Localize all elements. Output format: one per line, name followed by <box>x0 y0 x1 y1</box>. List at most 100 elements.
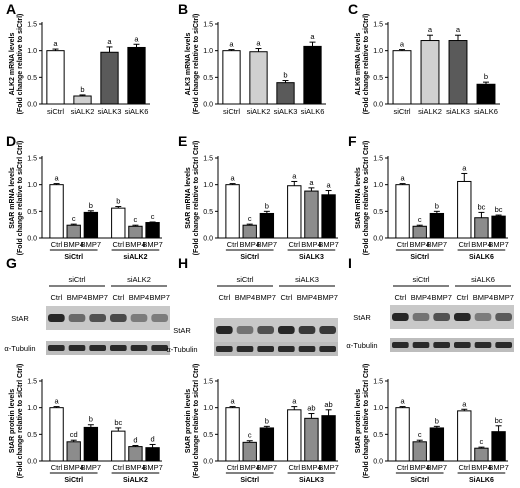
bar-bmp7-5 <box>491 431 506 462</box>
bar-ctrl-0 <box>225 407 240 462</box>
significance-letter: c <box>151 212 155 221</box>
blot-star-band <box>412 313 430 321</box>
x-tick-label: BMP7 <box>488 463 508 472</box>
x-tick-label: BMP4 <box>125 240 145 249</box>
significance-letter: bc <box>477 202 485 211</box>
significance-letter: b <box>484 72 488 81</box>
bar-sialk6-3 <box>476 83 496 105</box>
significance-letter: c <box>480 437 484 446</box>
x-tick-label: siCtrl <box>47 107 64 116</box>
x-tick-label: siCtrl <box>393 107 410 116</box>
blot-star-band <box>495 313 512 321</box>
y-tick-label: 1.0 <box>373 48 383 55</box>
x-tick-label: BMP4 <box>409 240 429 249</box>
significance-letter: a <box>400 40 405 49</box>
significance-letter: a <box>456 25 461 34</box>
significance-letter: a <box>134 34 139 43</box>
significance-letter: c <box>418 430 422 439</box>
blot-star-band <box>216 326 233 334</box>
x-tick-label: BMP7 <box>81 463 101 472</box>
blot-lane-label: Ctrl <box>50 293 62 302</box>
blot-lane-label: BMP4 <box>235 293 255 302</box>
y-tick-label: 1.5 <box>373 22 383 29</box>
bar-ctrl-0 <box>49 407 64 462</box>
group-label: SiCtrl <box>64 254 83 261</box>
blot-star-band <box>298 326 316 334</box>
blot-star-band <box>68 314 86 322</box>
bar-sictrl-0 <box>392 50 412 105</box>
chart-g: 0.0 0.5 1.0 1.5 StAR protein levels (Fold cha… <box>9 364 163 484</box>
panel-letter-a: A <box>6 1 16 17</box>
x-tick-label: Ctrl <box>458 463 470 472</box>
x-tick-label: BMP4 <box>239 240 259 249</box>
significance-letter: a <box>309 178 314 187</box>
y-tick-label: 0.0 <box>203 236 213 243</box>
significance-letter: a <box>428 25 433 34</box>
blot-tubulin-band <box>474 342 492 348</box>
blot-lane-label: Ctrl <box>112 293 124 302</box>
x-tick-label: BMP4 <box>409 463 429 472</box>
x-tick-label: siALK3 <box>98 107 122 116</box>
y-axis-label-sub: (Fold change relative to siCtrl Ctrl) <box>193 364 200 479</box>
y-axis-label-sub: (Fold change relative to siCtrl) <box>17 14 24 115</box>
y-tick-label: 1.5 <box>203 22 213 29</box>
blot-lane-label: Ctrl <box>280 293 292 302</box>
blot-tubulin-band <box>298 346 316 352</box>
x-tick-label: Ctrl <box>227 463 239 472</box>
y-axis-label-sub: (Fold change relative to siCtrl Ctrl) <box>363 141 370 256</box>
x-tick-label: siALK6 <box>474 107 498 116</box>
significance-letter: a <box>256 39 261 48</box>
bar-bmp7-2 <box>429 427 445 462</box>
x-tick-label: Ctrl <box>288 240 300 249</box>
significance-letter: a <box>53 39 58 48</box>
bar-bmp4-4 <box>474 217 489 239</box>
blot-tubulin-band <box>110 345 127 351</box>
blot-star-band <box>110 314 127 322</box>
y-tick-label: 1.5 <box>27 22 37 29</box>
group-label: SiALK3 <box>299 254 324 261</box>
blot-lane-label: BMP7 <box>431 293 451 302</box>
significance-letter: b <box>435 416 439 425</box>
bar-bmp7-2 <box>259 427 275 462</box>
blot-tubulin-band <box>495 342 512 348</box>
x-tick-label: siALK6 <box>301 107 325 116</box>
significance-letter: d <box>133 436 137 445</box>
x-tick-label: siALK3 <box>446 107 470 116</box>
y-tick-label: 0.0 <box>27 102 37 109</box>
x-tick-label: BMP7 <box>142 463 162 472</box>
panel-letter-g: G <box>6 255 17 271</box>
bar-bmp7-2 <box>259 212 275 239</box>
group-label: SiCtrl <box>410 477 429 484</box>
blot-star-band <box>130 314 148 322</box>
group-label: SiCtrl <box>64 477 83 484</box>
bar-bmp4-1 <box>66 441 81 462</box>
x-tick-label: Ctrl <box>112 240 124 249</box>
y-tick-label: 0.5 <box>27 432 37 439</box>
y-axis-label-sub: (Fold change relative to siCtrl Ctrl) <box>17 364 24 479</box>
y-tick-label: 0.0 <box>27 459 37 466</box>
y-tick-label: 1.5 <box>203 156 213 163</box>
y-tick-label: 1.0 <box>27 48 37 55</box>
blot-star-band <box>89 314 106 322</box>
bar-bmp4-4 <box>304 417 319 462</box>
significance-letter: a <box>462 163 467 172</box>
bar-sialk3-2 <box>276 82 295 105</box>
y-axis-label: ALK2 mRNA levels <box>9 33 16 96</box>
bar-ctrl-3 <box>457 180 472 239</box>
y-tick-label: 1.5 <box>27 156 37 163</box>
x-tick-label: Ctrl <box>397 240 409 249</box>
significance-letter: bc <box>114 418 122 427</box>
bar-bmp4-1 <box>412 225 427 239</box>
chart-e: 0.0 0.5 1.0 1.5 StAR mRNA levels (Fold change… <box>185 141 339 261</box>
significance-letter: cd <box>70 430 78 439</box>
y-tick-label: 1.0 <box>27 405 37 412</box>
y-tick-label: 1.0 <box>203 182 213 189</box>
x-tick-label: Ctrl <box>397 463 409 472</box>
bar-ctrl-0 <box>395 407 410 462</box>
panel-letter-f: F <box>348 133 357 149</box>
blot-group-label: siCtrl <box>236 275 253 284</box>
blot-row-label-tubulin: α-Tubulin <box>4 344 35 353</box>
blot-tubulin-band <box>319 346 336 352</box>
blot-tubulin-band <box>68 345 86 351</box>
y-tick-label: 0.0 <box>203 459 213 466</box>
